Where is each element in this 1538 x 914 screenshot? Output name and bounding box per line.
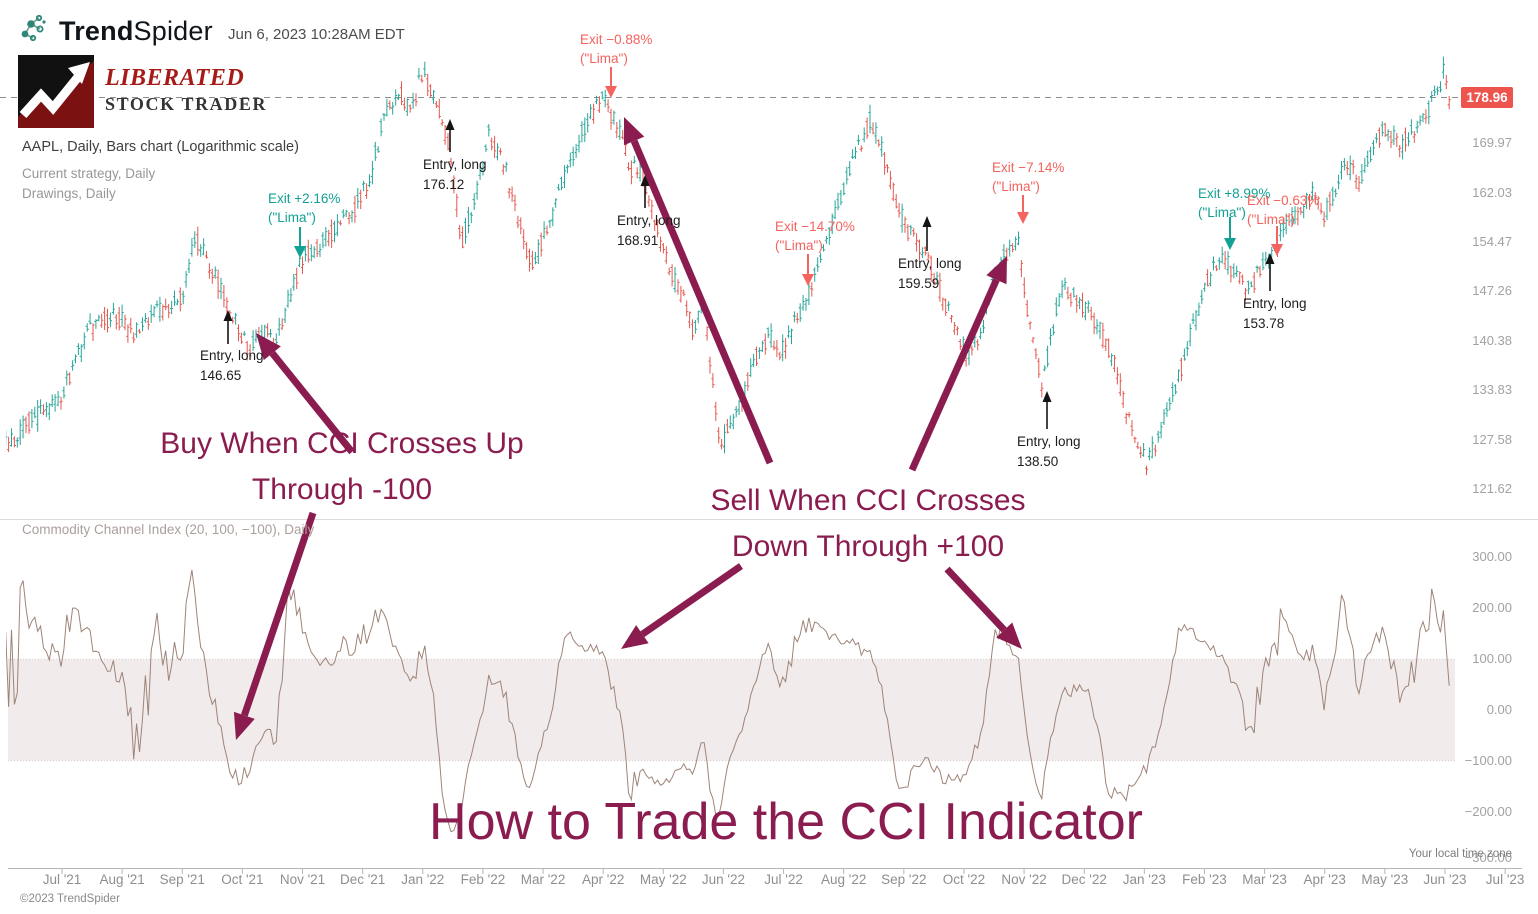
timezone-label: Your local time zone [1408, 848, 1512, 860]
exit-marker-label: Exit −7.14% ("Lima") [992, 160, 1065, 194]
exit-marker-label: Exit −14.70% ("Lima") [775, 219, 855, 253]
time-axis-label: Nov '21 [279, 872, 326, 887]
price-axis-label: 140.38 [1472, 333, 1512, 348]
chart-timestamp: Jun 6, 2023 10:28AM EDT [228, 26, 405, 43]
price-axis-label: 169.97 [1472, 135, 1512, 150]
time-axis-label: Jul '22 [764, 872, 803, 887]
watermark-line2: STOCK TRADER [105, 94, 268, 114]
time-axis-label: May '22 [639, 872, 687, 887]
time-axis-label: Apr '22 [581, 872, 625, 887]
time-axis-label: Jul '23 [1485, 872, 1525, 887]
callout-arrow [233, 511, 317, 740]
entry-marker-label: Entry, long 168.91 [617, 213, 681, 248]
strategy-label: Current strategy, Daily [22, 166, 156, 181]
trendspider-wordmark: TrendSpider [59, 16, 213, 46]
cci-axis-label: 0.00 [1486, 702, 1512, 717]
callout-arrow [623, 117, 774, 465]
time-axis-label: Jan '23 [1122, 872, 1166, 887]
exit-marker-label: Exit +8.99% ("Lima") [1198, 186, 1271, 220]
cci-axis-label: −100.00 [1464, 753, 1512, 768]
price-bars-up [6, 56, 1445, 461]
liberated-stock-trader-watermark: LIBERATED STOCK TRADER [18, 55, 267, 133]
cci-axis-label: 100.00 [1472, 651, 1512, 666]
price-axis-label: 147.26 [1472, 283, 1512, 298]
exit-arrow [1224, 217, 1236, 250]
time-axis-label: Feb '22 [460, 872, 506, 887]
cci-line [6, 569, 1450, 833]
exit-marker-label: Exit −0.63% ("Lima") [1247, 193, 1320, 227]
exit-arrow [802, 254, 814, 286]
cci-axis-label: 200.00 [1472, 600, 1512, 615]
time-axis-label: Jun '23 [1423, 872, 1467, 887]
price-axis-label: 162.03 [1472, 185, 1512, 200]
entry-marker-label: Entry, long 159.59 [898, 256, 962, 291]
time-axis-label: Mar '23 [1242, 872, 1287, 887]
time-axis-label: Feb '23 [1182, 872, 1227, 887]
buy-callout-text: Buy When CCI Crosses Up Through -100 [160, 427, 524, 506]
callout-arrow [621, 563, 743, 649]
time-axis-label: Oct '22 [942, 872, 986, 887]
entry-arrow [223, 310, 233, 344]
sell-callout-text: Sell When CCI Crosses Down Through +100 [710, 484, 1026, 563]
copyright-label: ©2023 TrendSpider [20, 893, 120, 905]
exit-marker-label: Exit +2.16% ("Lima") [268, 191, 341, 225]
time-axis-label: Jun '22 [701, 872, 745, 887]
watermark-line1: LIBERATED [105, 65, 245, 91]
exit-arrow [294, 227, 306, 258]
symbol-title: AAPL, Daily, Bars chart (Logarithmic sca… [22, 139, 299, 155]
callout-arrow [256, 333, 355, 455]
time-axis-label: Nov '22 [1001, 872, 1047, 887]
price-bars-down [7, 73, 1451, 476]
time-axis-label: Aug '22 [821, 872, 867, 887]
price-axis-label: 127.58 [1472, 432, 1512, 447]
entry-arrow [922, 216, 932, 251]
callout-arrow [944, 566, 1022, 649]
time-axis-label: Mar '22 [520, 872, 566, 887]
time-axis-label: Sep '22 [881, 872, 927, 887]
cci-axis-label: 300.00 [1472, 549, 1512, 564]
price-axis-label: 154.47 [1472, 234, 1512, 249]
trendspider-logo-icon [16, 12, 50, 51]
time-axis-label: Oct '21 [221, 872, 264, 887]
time-axis-label: Dec '21 [339, 872, 386, 887]
entry-arrow [1265, 253, 1275, 291]
exit-arrow [605, 67, 617, 98]
time-axis-label: Dec '22 [1061, 872, 1107, 887]
entry-marker-label: Entry, long 138.50 [1017, 434, 1081, 469]
time-axis-label: Aug '21 [99, 872, 145, 887]
exit-marker-label: Exit −0.88% ("Lima") [580, 32, 653, 66]
entry-marker-label: Entry, long 153.78 [1243, 296, 1307, 331]
last-price-badge: 178.96 [1461, 87, 1513, 108]
liberated-stock-trader-logo-icon [18, 55, 94, 133]
price-axis-label: 121.62 [1472, 481, 1512, 496]
entry-arrow [640, 175, 650, 208]
cci-axis-label: −300.00 [1464, 850, 1512, 865]
entry-marker-label: Entry, long 146.65 [200, 348, 264, 383]
exit-arrow [1017, 195, 1029, 224]
price-axis-label: 133.83 [1472, 382, 1512, 397]
time-axis-label: Jul '21 [42, 872, 82, 887]
entry-arrow [1042, 391, 1052, 429]
time-axis-label: Apr '23 [1303, 872, 1346, 887]
drawings-label: Drawings, Daily [22, 186, 116, 201]
trendspider-header: TrendSpider [16, 12, 213, 51]
time-axis-label: Sep '21 [159, 872, 205, 887]
entry-arrow [445, 119, 455, 152]
callout-arrow [908, 256, 1007, 472]
cci-pane-label: Commodity Channel Index (20, 100, −100),… [22, 522, 315, 537]
time-axis-label: Jan '22 [401, 872, 445, 887]
exit-arrow [1271, 226, 1283, 256]
cci-axis-label: −200.00 [1464, 804, 1512, 819]
cci-band [8, 659, 1455, 761]
entry-marker-label: Entry, long 176.12 [423, 157, 487, 192]
time-axis-label: May '23 [1361, 872, 1409, 887]
article-title: How to Trade the CCI Indicator [429, 793, 1143, 851]
